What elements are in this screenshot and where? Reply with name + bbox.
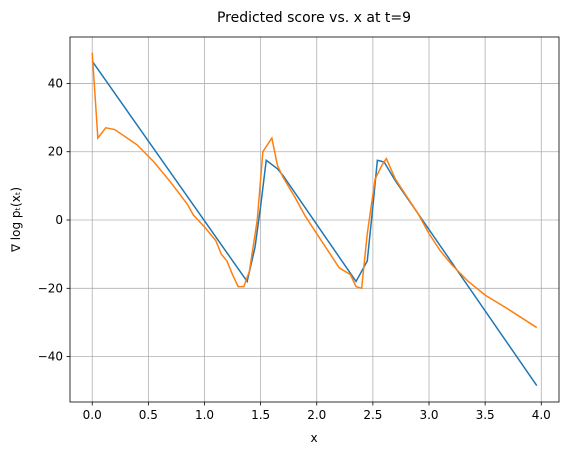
plot-frame bbox=[69, 36, 560, 403]
data-line bbox=[91, 52, 538, 329]
chart-title: Predicted score vs. x at t=9 bbox=[217, 10, 411, 26]
x-tick-label: 0.5 bbox=[139, 408, 158, 422]
y-tick-label: −20 bbox=[38, 281, 63, 295]
x-tick-label: 0.0 bbox=[83, 408, 102, 422]
x-tick-label: 1.5 bbox=[251, 408, 270, 422]
x-tick-label: 2.0 bbox=[307, 408, 326, 422]
data-line bbox=[91, 60, 538, 387]
x-tick-label: 2.5 bbox=[363, 408, 382, 422]
x-tick-label: 4.0 bbox=[532, 408, 551, 422]
x-tick-label: 1.0 bbox=[195, 408, 214, 422]
y-tick-label: 20 bbox=[48, 145, 63, 159]
y-axis-label: ∇ log pₜ(xₜ) bbox=[9, 187, 23, 253]
y-tick-label: −40 bbox=[38, 350, 63, 364]
y-tick-label: 40 bbox=[48, 76, 63, 90]
x-tick-label: 3.0 bbox=[419, 408, 438, 422]
x-axis-label: x bbox=[310, 431, 317, 445]
x-tick-label: 3.5 bbox=[476, 408, 495, 422]
y-tick-label: 0 bbox=[55, 213, 63, 227]
